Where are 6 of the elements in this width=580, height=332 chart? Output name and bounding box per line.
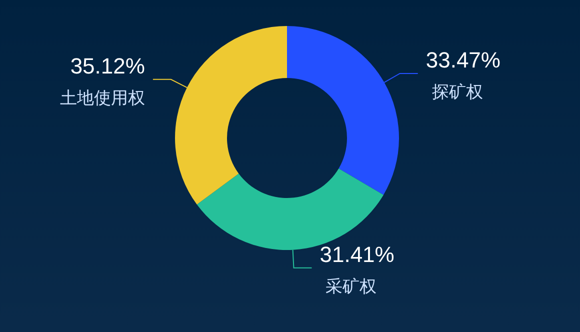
slice-label: 土地使用权 bbox=[60, 88, 145, 108]
data-label: 33.47% bbox=[426, 47, 500, 72]
data-label: 31.41% bbox=[320, 242, 394, 267]
slice-label: 探矿权 bbox=[432, 82, 483, 102]
data-label: 35.12% bbox=[70, 53, 145, 78]
slice-label: 采矿权 bbox=[326, 276, 377, 297]
